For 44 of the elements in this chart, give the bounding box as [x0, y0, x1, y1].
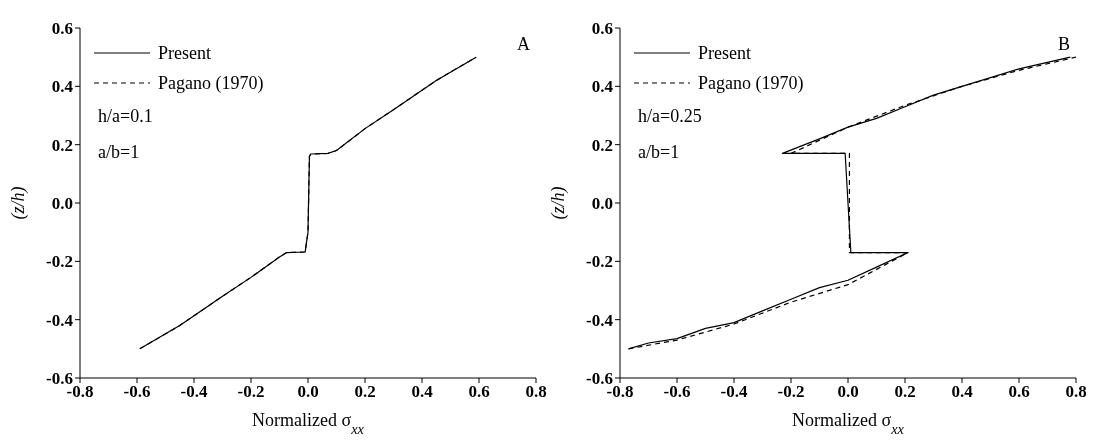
annotation: h/a=0.1 — [98, 105, 154, 128]
x-tick-label: -0.6 — [123, 382, 151, 402]
x-tick-label: -0.2 — [237, 382, 265, 402]
x-tick-label: 0.6 — [1008, 382, 1030, 402]
x-tick-label: -0.4 — [180, 382, 208, 402]
y-tick-label: -0.6 — [46, 369, 73, 389]
annotation: a/b=1 — [638, 141, 681, 164]
x-tick-label: 0.6 — [468, 382, 490, 402]
y-tick-label: -0.4 — [46, 310, 74, 330]
y-tick-label: 0.4 — [591, 77, 614, 97]
annotation: B — [1057, 34, 1070, 55]
annotation: a/b=1 — [98, 141, 141, 164]
x-tick-label: 0.2 — [354, 382, 376, 402]
y-tick-label: 0.0 — [51, 194, 73, 214]
legend-label: Pagano (1970) — [158, 72, 264, 94]
x-tick-label: -0.6 — [663, 382, 691, 402]
x-axis-title: Normalized σ$_{xx}$ — [252, 410, 365, 437]
y-tick-label: 0.6 — [591, 19, 613, 39]
x-tick-label: 0.8 — [1065, 382, 1087, 402]
x-axis-title: Normalized σ$_{xx}$ — [792, 410, 905, 437]
x-tick-label: 0.0 — [837, 382, 859, 402]
x-tick-label: 0.2 — [894, 382, 916, 402]
y-tick-label: 0.0 — [591, 194, 613, 214]
y-axis-title: (z/h) — [8, 186, 30, 220]
legend-label: Present — [698, 42, 751, 64]
x-tick-label: 0.8 — [525, 382, 547, 402]
y-tick-label: -0.6 — [586, 369, 613, 389]
annotation: h/a=0.25 — [638, 105, 703, 128]
y-tick-label: 0.6 — [51, 19, 73, 39]
y-tick-label: -0.4 — [586, 310, 614, 330]
x-tick-label: 0.0 — [297, 382, 319, 402]
x-tick-label: -0.2 — [777, 382, 805, 402]
y-tick-label: 0.4 — [51, 77, 74, 97]
y-tick-label: 0.2 — [591, 135, 613, 155]
x-tick-label: -0.4 — [720, 382, 748, 402]
x-tick-label: 0.4 — [951, 382, 974, 402]
x-tick-label: 0.4 — [411, 382, 434, 402]
y-tick-label: -0.2 — [586, 252, 613, 272]
legend-label: Pagano (1970) — [698, 72, 804, 94]
y-axis-title: (z/h) — [548, 186, 570, 220]
legend-label: Present — [158, 42, 211, 64]
y-tick-label: 0.2 — [51, 135, 73, 155]
annotation: A — [517, 34, 530, 55]
y-tick-label: -0.2 — [46, 252, 73, 272]
